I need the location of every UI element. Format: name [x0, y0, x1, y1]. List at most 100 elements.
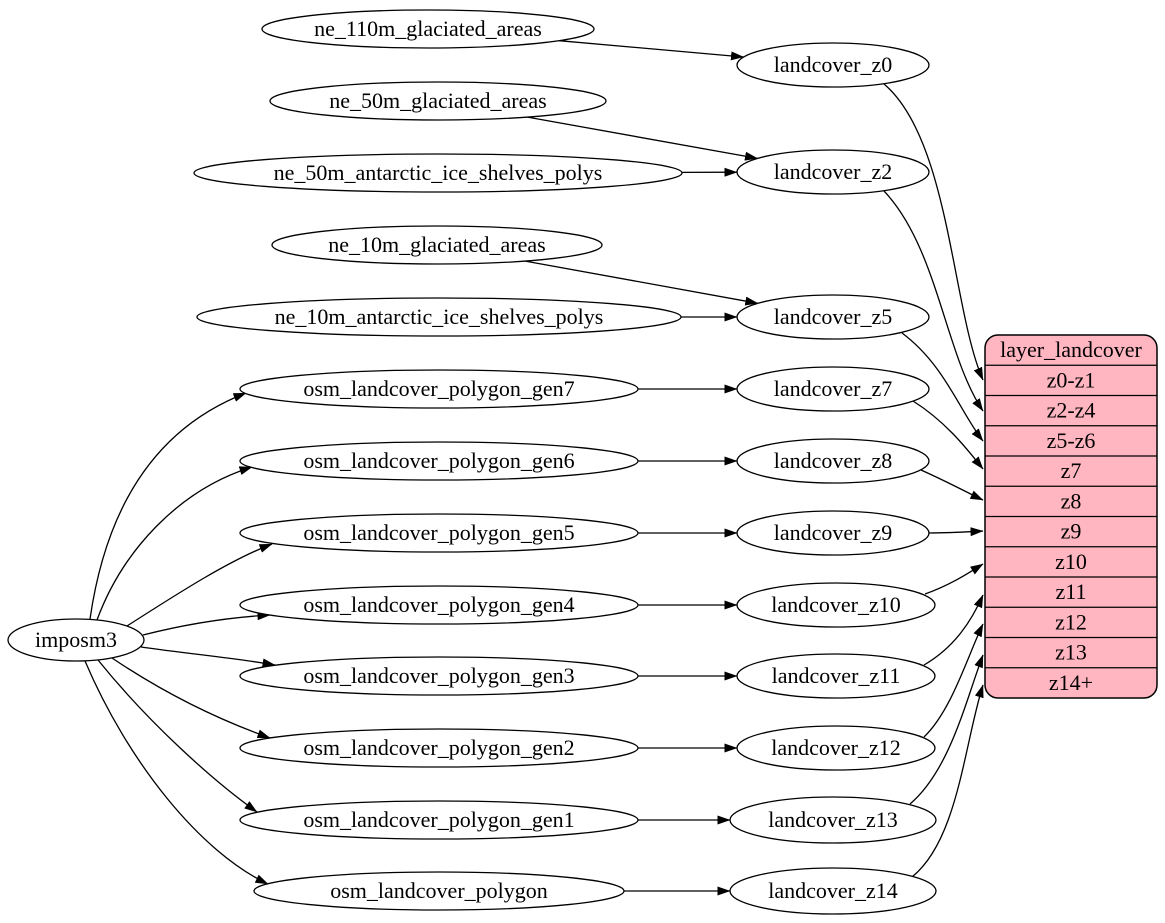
node-landcover-z11: landcover_z11: [736, 653, 936, 699]
edge-landcover-z8-to-layer-landcover-z8: [920, 469, 984, 501]
edge-landcover-z10-to-layer-landcover-z10: [924, 563, 984, 595]
node-osm-landcover-polygon-gen1-label: osm_landcover_polygon_gen1: [303, 807, 574, 832]
record-row-z0-z1: z0-z1: [1047, 367, 1096, 392]
record-row-z8: z8: [1061, 488, 1082, 513]
node-landcover-z12: landcover_z12: [736, 725, 936, 771]
edge-imposm3-to-osm-landcover-polygon-gen2: [111, 657, 271, 739]
node-osm-landcover-polygon: osm_landcover_polygon: [253, 871, 625, 911]
node-landcover-z12-label: landcover_z12: [771, 735, 901, 760]
node-osm-landcover-polygon-gen6-label: osm_landcover_polygon_gen6: [303, 448, 574, 473]
edge-imposm3-to-osm-landcover-polygon-gen7: [89, 392, 247, 620]
node-ne-110m-glaciated-areas-ellipse: [261, 9, 595, 49]
node-ne-50m-glaciated-areas: ne_50m_glaciated_areas: [269, 81, 607, 121]
node-landcover-z9: landcover_z9: [736, 510, 930, 556]
edge-imposm3-to-osm-landcover-polygon-gen3: [140, 646, 276, 668]
node-landcover-z7: landcover_z7: [736, 366, 930, 412]
node-ne-10m-glaciated-areas-label: ne_10m_glaciated_areas: [328, 232, 545, 257]
node-landcover-z0: landcover_z0: [736, 42, 930, 88]
node-osm-landcover-polygon-gen7: osm_landcover_polygon_gen7: [239, 369, 639, 409]
record-row-z12: z12: [1055, 609, 1087, 634]
node-landcover-z8-label: landcover_z8: [774, 448, 893, 473]
node-osm-landcover-polygon-gen3-label: osm_landcover_polygon_gen3: [303, 663, 574, 688]
node-ne-10m-antarctic-ice-shelves-polys-ellipse: [196, 297, 682, 337]
node-osm-landcover-polygon-gen5-label: osm_landcover_polygon_gen5: [303, 520, 574, 545]
node-landcover-z9-ellipse: [736, 510, 930, 556]
node-osm-landcover-polygon-gen2-label: osm_landcover_polygon_gen2: [303, 735, 574, 760]
node-landcover-z14-ellipse: [729, 867, 937, 915]
node-landcover-z13: landcover_z13: [729, 796, 937, 844]
node-landcover-z9-label: landcover_z9: [774, 520, 893, 545]
node-osm-landcover-polygon-gen6-ellipse: [239, 441, 639, 481]
edges-layer: [84, 40, 984, 896]
node-landcover-z10: landcover_z10: [736, 582, 936, 628]
node-osm-landcover-polygon-gen1: osm_landcover_polygon_gen1: [239, 800, 639, 840]
node-osm-landcover-polygon-gen5: osm_landcover_polygon_gen5: [239, 513, 639, 553]
edge-landcover-z5-to-layer-landcover-z5-z6: [901, 332, 984, 442]
record-layer: layer_landcover z0-z1 z2-z4 z5-z6 z7 z8 z9 z10 z…: [984, 334, 1158, 699]
node-osm-landcover-polygon-ellipse: [253, 871, 625, 911]
node-landcover-z0-label: landcover_z0: [774, 52, 893, 77]
node-landcover-z5-ellipse: [736, 294, 930, 340]
edge-ne-110m-glaciated-areas-to-landcover-z0: [559, 40, 744, 61]
node-ne-10m-glaciated-areas: ne_10m_glaciated_areas: [271, 225, 603, 265]
node-landcover-z11-ellipse: [736, 653, 936, 699]
node-osm-landcover-polygon-gen4: osm_landcover_polygon_gen4: [239, 585, 639, 625]
node-landcover-z2-label: landcover_z2: [774, 159, 893, 184]
edge-imposm3-to-osm-landcover-polygon-gen6: [96, 466, 253, 621]
edge-ne-10m-glaciated-areas-to-landcover-z5: [525, 260, 759, 306]
edge-landcover-z11-to-layer-landcover-z11: [923, 594, 984, 666]
edge-landcover-z13-to-layer-landcover-z13: [909, 654, 984, 805]
edge-landcover-z0-to-layer-landcover-z0-z1: [883, 83, 984, 381]
record-row-z9: z9: [1061, 519, 1082, 544]
node-landcover-z2: landcover_z2: [736, 149, 930, 195]
node-landcover-z14-label: landcover_z14: [768, 878, 898, 903]
node-ne-50m-glaciated-areas-label: ne_50m_glaciated_areas: [329, 88, 546, 113]
node-osm-landcover-polygon-gen7-ellipse: [239, 369, 639, 409]
node-landcover-z8: landcover_z8: [736, 438, 930, 484]
node-ne-10m-antarctic-ice-shelves-polys: ne_10m_antarctic_ice_shelves_polys: [196, 297, 682, 337]
node-landcover-z5-label: landcover_z5: [774, 304, 893, 329]
node-ne-50m-antarctic-ice-shelves-polys-label: ne_50m_antarctic_ice_shelves_polys: [274, 160, 603, 185]
node-ne-50m-glaciated-areas-ellipse: [269, 81, 607, 121]
record-title: layer_landcover: [1000, 337, 1142, 362]
node-landcover-z8-ellipse: [736, 438, 930, 484]
node-landcover-z13-label: landcover_z13: [768, 807, 898, 832]
edge-imposm3-to-osm-landcover-polygon-gen4: [142, 611, 271, 636]
node-osm-landcover-polygon-gen3-ellipse: [239, 656, 639, 696]
record-row-z7: z7: [1061, 458, 1082, 483]
node-landcover-z2-ellipse: [736, 149, 930, 195]
node-osm-landcover-polygon-gen4-ellipse: [239, 585, 639, 625]
edge-landcover-z2-to-layer-landcover-z2-z4: [883, 190, 984, 412]
node-imposm3-ellipse: [7, 618, 145, 662]
edge-imposm3-to-osm-landcover-polygon: [84, 660, 269, 885]
edge-imposm3-to-osm-landcover-polygon-gen5: [126, 543, 273, 627]
node-osm-landcover-polygon-gen6: osm_landcover_polygon_gen6: [239, 441, 639, 481]
record-row-z10: z10: [1055, 549, 1087, 574]
node-ne-110m-glaciated-areas-label: ne_110m_glaciated_areas: [314, 16, 542, 41]
node-landcover-z14: landcover_z14: [729, 867, 937, 915]
record-row-z2-z4: z2-z4: [1047, 398, 1096, 423]
node-landcover-z7-label: landcover_z7: [774, 376, 893, 401]
record-row-z5-z6: z5-z6: [1047, 428, 1096, 453]
node-osm-landcover-polygon-gen2-ellipse: [239, 728, 639, 768]
node-landcover-z10-label: landcover_z10: [771, 592, 901, 617]
node-imposm3-label: imposm3: [35, 627, 117, 652]
node-ne-10m-glaciated-areas-ellipse: [271, 225, 603, 265]
node-landcover-z0-ellipse: [736, 42, 930, 88]
node-layer-landcover: layer_landcover z0-z1 z2-z4 z5-z6 z7 z8 z9 z10 z…: [984, 334, 1158, 699]
node-osm-landcover-polygon-gen1-ellipse: [239, 800, 639, 840]
node-osm-landcover-polygon-label: osm_landcover_polygon: [330, 878, 548, 903]
node-osm-landcover-polygon-gen5-ellipse: [239, 513, 639, 553]
node-landcover-z12-ellipse: [736, 725, 936, 771]
node-ne-110m-glaciated-areas: ne_110m_glaciated_areas: [261, 9, 595, 49]
node-ne-10m-antarctic-ice-shelves-polys-label: ne_10m_antarctic_ice_shelves_polys: [275, 304, 604, 329]
node-osm-landcover-polygon-gen7-label: osm_landcover_polygon_gen7: [303, 376, 574, 401]
record-row-z14plus: z14+: [1049, 670, 1093, 695]
node-landcover-z13-ellipse: [729, 796, 937, 844]
node-ne-50m-antarctic-ice-shelves-polys: ne_50m_antarctic_ice_shelves_polys: [193, 153, 683, 193]
edge-landcover-z12-to-layer-landcover-z12: [923, 623, 984, 738]
node-imposm3: imposm3: [7, 618, 145, 662]
node-osm-landcover-polygon-gen3: osm_landcover_polygon_gen3: [239, 656, 639, 696]
edge-landcover-z9-to-layer-landcover-z9: [928, 527, 984, 537]
